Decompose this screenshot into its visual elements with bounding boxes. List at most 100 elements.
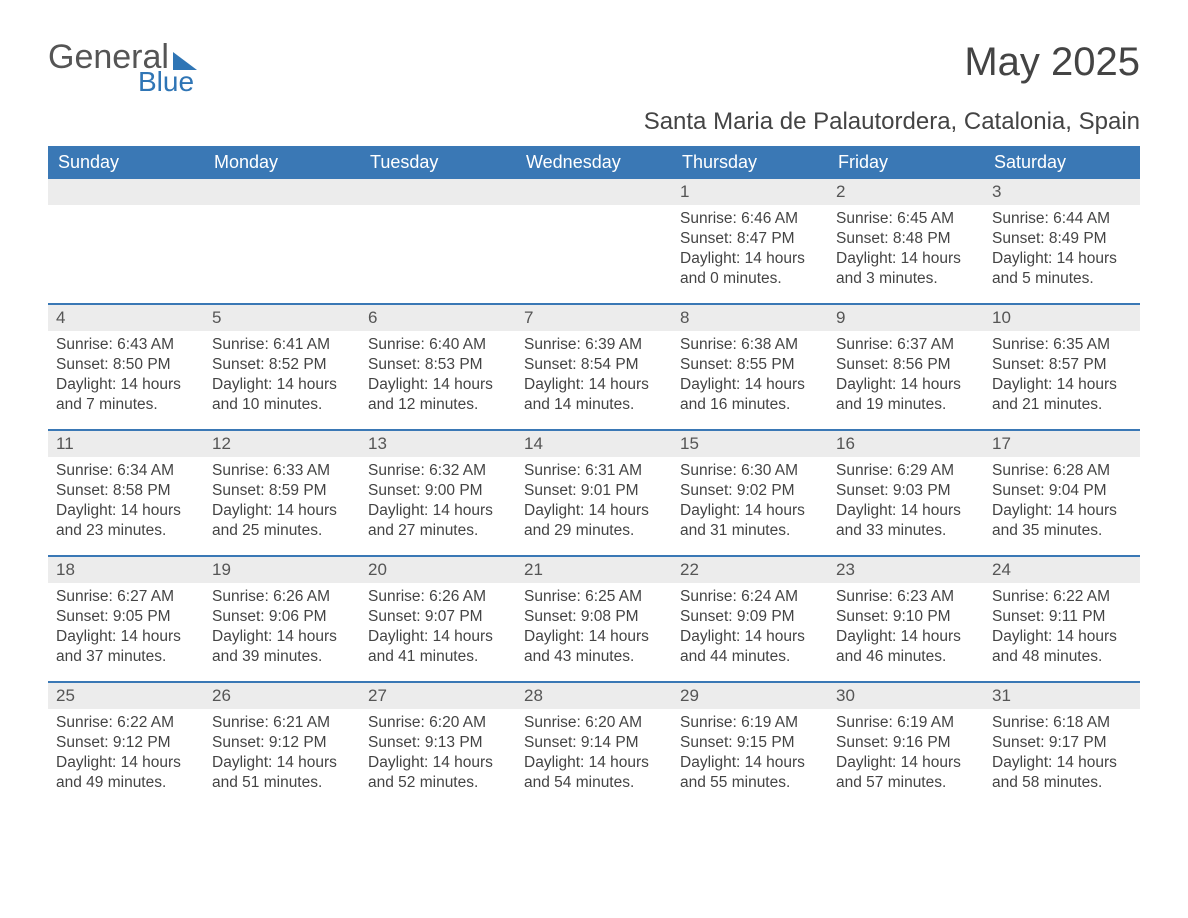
calendar-day: 3Sunrise: 6:44 AMSunset: 8:49 PMDaylight… xyxy=(984,179,1140,303)
calendar-week: 11Sunrise: 6:34 AMSunset: 8:58 PMDayligh… xyxy=(48,429,1140,555)
calendar-day: 25Sunrise: 6:22 AMSunset: 9:12 PMDayligh… xyxy=(48,683,204,807)
sunset-text: Sunset: 8:54 PM xyxy=(524,355,664,375)
day-number xyxy=(48,179,204,205)
location-subtitle: Santa Maria de Palautordera, Catalonia, … xyxy=(48,108,1140,136)
sunrise-text: Sunrise: 6:19 AM xyxy=(680,713,820,733)
day-number: 10 xyxy=(984,305,1140,331)
day-details: Sunrise: 6:38 AMSunset: 8:55 PMDaylight:… xyxy=(672,331,828,426)
sunset-text: Sunset: 9:02 PM xyxy=(680,481,820,501)
sunset-text: Sunset: 9:12 PM xyxy=(212,733,352,753)
daylight-text: Daylight: 14 hours and 51 minutes. xyxy=(212,753,352,793)
sunset-text: Sunset: 9:08 PM xyxy=(524,607,664,627)
sunrise-text: Sunrise: 6:40 AM xyxy=(368,335,508,355)
day-number: 16 xyxy=(828,431,984,457)
day-number: 15 xyxy=(672,431,828,457)
daylight-text: Daylight: 14 hours and 57 minutes. xyxy=(836,753,976,793)
calendar-day: 18Sunrise: 6:27 AMSunset: 9:05 PMDayligh… xyxy=(48,557,204,681)
daylight-text: Daylight: 14 hours and 55 minutes. xyxy=(680,753,820,793)
sunset-text: Sunset: 8:57 PM xyxy=(992,355,1132,375)
daylight-text: Daylight: 14 hours and 0 minutes. xyxy=(680,249,820,289)
day-details: Sunrise: 6:35 AMSunset: 8:57 PMDaylight:… xyxy=(984,331,1140,426)
day-number: 30 xyxy=(828,683,984,709)
sunset-text: Sunset: 9:11 PM xyxy=(992,607,1132,627)
calendar-week: 25Sunrise: 6:22 AMSunset: 9:12 PMDayligh… xyxy=(48,681,1140,807)
sunset-text: Sunset: 9:15 PM xyxy=(680,733,820,753)
day-details: Sunrise: 6:21 AMSunset: 9:12 PMDaylight:… xyxy=(204,709,360,804)
day-number: 8 xyxy=(672,305,828,331)
day-number xyxy=(516,179,672,205)
day-number: 19 xyxy=(204,557,360,583)
day-details: Sunrise: 6:26 AMSunset: 9:06 PMDaylight:… xyxy=(204,583,360,678)
sunset-text: Sunset: 8:48 PM xyxy=(836,229,976,249)
sunset-text: Sunset: 8:52 PM xyxy=(212,355,352,375)
calendar-day: 16Sunrise: 6:29 AMSunset: 9:03 PMDayligh… xyxy=(828,431,984,555)
sunrise-text: Sunrise: 6:44 AM xyxy=(992,209,1132,229)
calendar-day: 14Sunrise: 6:31 AMSunset: 9:01 PMDayligh… xyxy=(516,431,672,555)
calendar-day: 21Sunrise: 6:25 AMSunset: 9:08 PMDayligh… xyxy=(516,557,672,681)
day-number: 17 xyxy=(984,431,1140,457)
sunset-text: Sunset: 9:17 PM xyxy=(992,733,1132,753)
sunrise-text: Sunrise: 6:32 AM xyxy=(368,461,508,481)
day-number: 23 xyxy=(828,557,984,583)
calendar-day: 9Sunrise: 6:37 AMSunset: 8:56 PMDaylight… xyxy=(828,305,984,429)
day-number: 27 xyxy=(360,683,516,709)
sunrise-text: Sunrise: 6:20 AM xyxy=(368,713,508,733)
calendar-day: 27Sunrise: 6:20 AMSunset: 9:13 PMDayligh… xyxy=(360,683,516,807)
day-details: Sunrise: 6:27 AMSunset: 9:05 PMDaylight:… xyxy=(48,583,204,678)
calendar-day: 24Sunrise: 6:22 AMSunset: 9:11 PMDayligh… xyxy=(984,557,1140,681)
calendar-day: 29Sunrise: 6:19 AMSunset: 9:15 PMDayligh… xyxy=(672,683,828,807)
daylight-text: Daylight: 14 hours and 35 minutes. xyxy=(992,501,1132,541)
day-number: 31 xyxy=(984,683,1140,709)
sunrise-text: Sunrise: 6:24 AM xyxy=(680,587,820,607)
sunset-text: Sunset: 9:01 PM xyxy=(524,481,664,501)
day-number: 26 xyxy=(204,683,360,709)
calendar-day xyxy=(360,179,516,303)
brand-line2: Blue xyxy=(138,68,197,96)
day-details: Sunrise: 6:44 AMSunset: 8:49 PMDaylight:… xyxy=(984,205,1140,300)
calendar-day: 7Sunrise: 6:39 AMSunset: 8:54 PMDaylight… xyxy=(516,305,672,429)
sunrise-text: Sunrise: 6:37 AM xyxy=(836,335,976,355)
calendar-day: 6Sunrise: 6:40 AMSunset: 8:53 PMDaylight… xyxy=(360,305,516,429)
calendar-day: 8Sunrise: 6:38 AMSunset: 8:55 PMDaylight… xyxy=(672,305,828,429)
calendar-day: 26Sunrise: 6:21 AMSunset: 9:12 PMDayligh… xyxy=(204,683,360,807)
calendar-day xyxy=(48,179,204,303)
day-details: Sunrise: 6:25 AMSunset: 9:08 PMDaylight:… xyxy=(516,583,672,678)
day-details: Sunrise: 6:20 AMSunset: 9:14 PMDaylight:… xyxy=(516,709,672,804)
day-details: Sunrise: 6:19 AMSunset: 9:16 PMDaylight:… xyxy=(828,709,984,804)
daylight-text: Daylight: 14 hours and 48 minutes. xyxy=(992,627,1132,667)
day-details: Sunrise: 6:32 AMSunset: 9:00 PMDaylight:… xyxy=(360,457,516,552)
sunrise-text: Sunrise: 6:41 AM xyxy=(212,335,352,355)
day-number: 28 xyxy=(516,683,672,709)
daylight-text: Daylight: 14 hours and 46 minutes. xyxy=(836,627,976,667)
sunrise-text: Sunrise: 6:33 AM xyxy=(212,461,352,481)
calendar-week: 4Sunrise: 6:43 AMSunset: 8:50 PMDaylight… xyxy=(48,303,1140,429)
day-details: Sunrise: 6:18 AMSunset: 9:17 PMDaylight:… xyxy=(984,709,1140,804)
day-number: 29 xyxy=(672,683,828,709)
day-number: 21 xyxy=(516,557,672,583)
daylight-text: Daylight: 14 hours and 21 minutes. xyxy=(992,375,1132,415)
day-number: 22 xyxy=(672,557,828,583)
sunrise-text: Sunrise: 6:22 AM xyxy=(56,713,196,733)
calendar-day: 19Sunrise: 6:26 AMSunset: 9:06 PMDayligh… xyxy=(204,557,360,681)
sunset-text: Sunset: 9:00 PM xyxy=(368,481,508,501)
sunset-text: Sunset: 8:53 PM xyxy=(368,355,508,375)
sunrise-text: Sunrise: 6:20 AM xyxy=(524,713,664,733)
day-number: 4 xyxy=(48,305,204,331)
day-details: Sunrise: 6:31 AMSunset: 9:01 PMDaylight:… xyxy=(516,457,672,552)
day-details: Sunrise: 6:28 AMSunset: 9:04 PMDaylight:… xyxy=(984,457,1140,552)
day-details: Sunrise: 6:34 AMSunset: 8:58 PMDaylight:… xyxy=(48,457,204,552)
daylight-text: Daylight: 14 hours and 10 minutes. xyxy=(212,375,352,415)
sunrise-text: Sunrise: 6:30 AM xyxy=(680,461,820,481)
calendar: SundayMondayTuesdayWednesdayThursdayFrid… xyxy=(48,146,1140,807)
sunrise-text: Sunrise: 6:29 AM xyxy=(836,461,976,481)
daylight-text: Daylight: 14 hours and 12 minutes. xyxy=(368,375,508,415)
sunset-text: Sunset: 8:59 PM xyxy=(212,481,352,501)
calendar-week: 18Sunrise: 6:27 AMSunset: 9:05 PMDayligh… xyxy=(48,555,1140,681)
daylight-text: Daylight: 14 hours and 31 minutes. xyxy=(680,501,820,541)
day-details: Sunrise: 6:19 AMSunset: 9:15 PMDaylight:… xyxy=(672,709,828,804)
day-details: Sunrise: 6:41 AMSunset: 8:52 PMDaylight:… xyxy=(204,331,360,426)
calendar-day: 5Sunrise: 6:41 AMSunset: 8:52 PMDaylight… xyxy=(204,305,360,429)
header-region: General Blue May 2025 xyxy=(48,40,1140,96)
daylight-text: Daylight: 14 hours and 39 minutes. xyxy=(212,627,352,667)
daylight-text: Daylight: 14 hours and 14 minutes. xyxy=(524,375,664,415)
